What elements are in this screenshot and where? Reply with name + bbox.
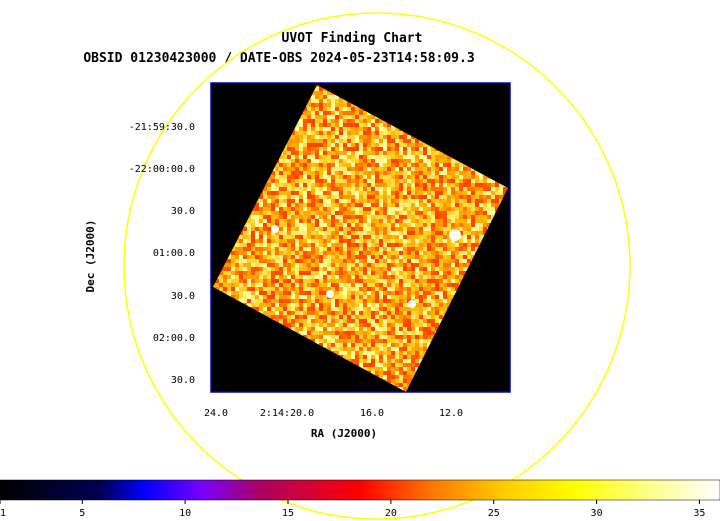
field-circle xyxy=(123,12,631,520)
colorbar-ticks: 1 5 10 15 20 25 30 35 xyxy=(0,500,705,519)
dec-tick-labels: -21:59:30.0 -22:00:00.0 30.0 01:00.0 30.0 02:… xyxy=(129,122,195,386)
image-frame xyxy=(210,82,511,393)
y-axis-label: Dec (J2000) xyxy=(84,220,97,293)
colorbar-tick-label: 5 xyxy=(79,508,85,519)
dec-tick-label: 30.0 xyxy=(171,291,195,302)
colorbar-tick-label: 10 xyxy=(179,508,191,519)
ra-tick-labels: 24.0 2:14:20.0 16.0 12.0 xyxy=(204,408,463,419)
dec-tick-label: 01:00.0 xyxy=(153,248,195,259)
ra-tick-label: 24.0 xyxy=(204,408,228,419)
source-spot-0 xyxy=(449,229,461,241)
colorbar-tick-label: 25 xyxy=(488,508,500,519)
ra-tick-label: 16.0 xyxy=(360,408,384,419)
colorbar-tick-label: 15 xyxy=(282,508,294,519)
ra-tick-label: 12.0 xyxy=(439,408,463,419)
dec-tick-label: -22:00:00.0 xyxy=(129,164,195,175)
colorbar-tick-label: 1 xyxy=(0,508,6,519)
dec-tick-label: 30.0 xyxy=(171,206,195,217)
source-spot-2 xyxy=(408,300,416,308)
dec-tick-label: 30.0 xyxy=(171,375,195,386)
chart-title: UVOT Finding Chart xyxy=(281,31,423,46)
source-spot-1 xyxy=(271,225,279,233)
colorbar-tick-label: 30 xyxy=(591,508,603,519)
chart-subtitle: OBSID 01230423000 / DATE-OBS 2024-05-23T… xyxy=(83,51,475,66)
source-spot-3 xyxy=(326,290,334,298)
colorbar-tick-label: 35 xyxy=(693,508,705,519)
colorbar-tick-label: 20 xyxy=(385,508,397,519)
dec-tick-label: 02:00.0 xyxy=(153,333,195,344)
dec-tick-label: -21:59:30.0 xyxy=(129,122,195,133)
colorbar xyxy=(0,479,720,501)
bright-sources xyxy=(271,225,461,308)
x-axis-label: RA (J2000) xyxy=(311,427,377,440)
ra-tick-label: 2:14:20.0 xyxy=(260,408,314,419)
